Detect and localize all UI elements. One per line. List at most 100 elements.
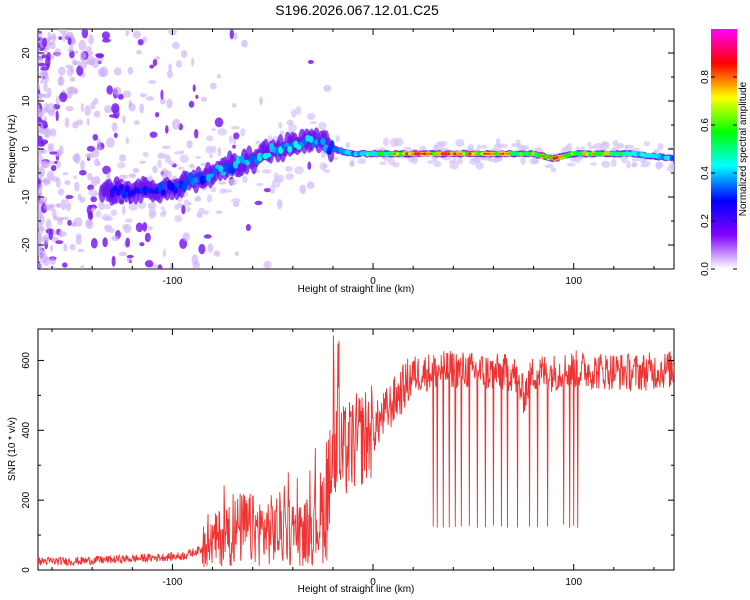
halo-speckle (590, 162, 597, 166)
noise-speckle (299, 184, 307, 195)
noise-speckle (97, 161, 101, 166)
track-core-blob (172, 186, 178, 194)
noise-speckle (38, 169, 44, 180)
noise-speckle (229, 29, 234, 40)
noise-speckle (86, 145, 95, 152)
noise-speckle (166, 98, 173, 109)
noise-speckle (38, 183, 43, 191)
noise-speckle (95, 53, 104, 57)
halo-speckle (285, 173, 294, 180)
noise-speckle (44, 102, 49, 112)
halo-speckle (511, 143, 521, 148)
noise-speckle (254, 200, 263, 206)
halo-speckle (128, 202, 138, 211)
spectrogram-y-tick-label: 0 (21, 146, 32, 152)
halo-speckle (515, 139, 521, 144)
track-core-blob (118, 184, 124, 191)
noise-speckle (38, 214, 45, 225)
halo-speckle (174, 215, 183, 223)
noise-speckle (215, 210, 223, 214)
noise-speckle (49, 142, 55, 153)
noise-speckle (60, 216, 70, 220)
noise-speckle (58, 231, 67, 237)
halo-speckle (294, 166, 304, 175)
noise-speckle (77, 248, 85, 253)
noise-speckle (58, 36, 63, 40)
halo-speckle (173, 151, 184, 155)
noise-speckle (45, 127, 49, 138)
halo-speckle (217, 128, 227, 136)
noise-speckle (165, 125, 169, 134)
spectrogram-x-tick-label: -100 (162, 276, 182, 287)
noise-speckle (139, 103, 145, 114)
noise-speckle (255, 140, 261, 145)
noise-speckle (60, 199, 67, 211)
colorbar-tick-label: 0.0 (700, 262, 711, 276)
halo-speckle (194, 196, 202, 202)
halo-speckle (587, 142, 592, 147)
noise-speckle (145, 96, 154, 101)
noise-speckle (152, 165, 158, 174)
noise-speckle (102, 237, 108, 248)
noise-speckle (169, 262, 174, 269)
noise-speckle (137, 39, 144, 46)
noise-speckle (157, 152, 166, 159)
noise-speckle (93, 110, 101, 118)
halo-speckle (273, 178, 281, 182)
noise-speckle (79, 196, 86, 203)
noise-speckle (40, 226, 46, 232)
noise-speckle (155, 112, 160, 118)
noise-speckle (38, 212, 43, 216)
halo-speckle (626, 160, 631, 169)
noise-speckle (80, 102, 84, 113)
noise-speckle (49, 257, 57, 265)
noise-speckle (125, 29, 129, 37)
noise-speckle (39, 252, 48, 264)
halo-speckle (437, 140, 448, 147)
track-core-blob (287, 145, 293, 153)
noise-speckle (263, 260, 272, 269)
halo-speckle (475, 161, 484, 170)
spectrogram-x-axis-label: Height of straight line (km) (298, 284, 415, 295)
snr-x-tick-label: 0 (370, 577, 376, 588)
noise-speckle (214, 117, 224, 128)
halo-speckle (210, 186, 217, 193)
noise-speckle (38, 104, 40, 111)
noise-speckle (38, 93, 44, 97)
noise-speckle (38, 148, 48, 154)
noise-speckle (323, 84, 332, 92)
noise-speckle (46, 37, 52, 42)
noise-speckle (210, 82, 217, 90)
track-core-blob (218, 165, 224, 173)
noise-speckle (79, 60, 88, 69)
noise-speckle (152, 59, 158, 67)
halo-speckle (290, 109, 297, 118)
colorbar-tick-label: 0.6 (700, 118, 711, 132)
halo-speckle (469, 157, 478, 165)
halo-speckle (161, 209, 167, 215)
snr-y-tick-label: 400 (21, 422, 32, 439)
noise-speckle (44, 47, 48, 56)
track-core-blob (181, 182, 188, 192)
halo-speckle (108, 227, 115, 234)
noise-speckle (106, 85, 113, 95)
halo-speckle (267, 135, 273, 141)
noise-speckle (40, 197, 44, 206)
halo-speckle (149, 212, 155, 219)
noise-speckle (203, 234, 212, 239)
noise-speckle (70, 67, 75, 74)
noise-speckle (148, 80, 157, 84)
spectrogram-noise-speckles (38, 29, 674, 269)
noise-speckle (128, 100, 133, 109)
noise-speckle (95, 146, 103, 151)
noise-speckle (125, 237, 130, 248)
halo-speckle (110, 209, 118, 216)
halo-speckle (456, 157, 463, 165)
noise-speckle (186, 206, 191, 212)
noise-speckle (48, 229, 53, 241)
noise-speckle (111, 255, 116, 267)
halo-speckle (242, 175, 248, 183)
noise-speckle (307, 60, 314, 64)
noise-speckle (168, 63, 172, 72)
